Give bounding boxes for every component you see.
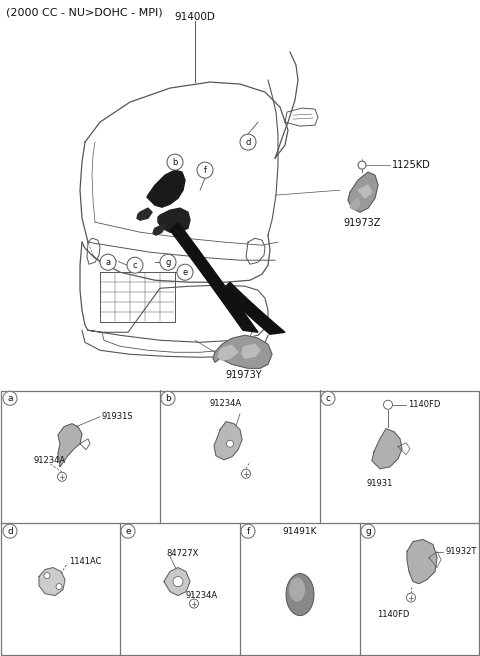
Polygon shape <box>372 429 402 469</box>
Circle shape <box>407 593 416 602</box>
Circle shape <box>361 524 375 538</box>
Polygon shape <box>58 424 82 466</box>
Text: c: c <box>325 394 331 403</box>
Circle shape <box>121 524 135 538</box>
Text: g: g <box>165 258 171 267</box>
Text: (2000 CC - NU>DOHC - MPI): (2000 CC - NU>DOHC - MPI) <box>6 7 163 17</box>
Polygon shape <box>222 282 285 335</box>
Text: d: d <box>245 138 251 147</box>
Polygon shape <box>158 208 190 232</box>
Circle shape <box>241 469 251 478</box>
Polygon shape <box>39 567 65 596</box>
Text: f: f <box>204 165 206 174</box>
Text: 91234A: 91234A <box>34 456 66 465</box>
Text: 1140FD: 1140FD <box>408 400 440 409</box>
Circle shape <box>177 264 193 280</box>
Circle shape <box>127 257 143 273</box>
Ellipse shape <box>289 577 305 602</box>
Polygon shape <box>137 208 152 220</box>
Text: e: e <box>182 268 188 277</box>
Text: 91234A: 91234A <box>210 400 242 408</box>
Text: c: c <box>132 260 137 270</box>
Polygon shape <box>213 335 272 368</box>
Polygon shape <box>242 344 260 358</box>
Text: 84727X: 84727X <box>166 549 198 558</box>
Polygon shape <box>214 422 242 460</box>
Circle shape <box>358 161 366 169</box>
Text: a: a <box>106 258 110 267</box>
Polygon shape <box>348 172 378 212</box>
Circle shape <box>197 162 213 178</box>
Text: b: b <box>172 157 178 167</box>
Text: 91931S: 91931S <box>102 412 133 421</box>
Polygon shape <box>407 540 437 584</box>
Circle shape <box>3 392 17 405</box>
Circle shape <box>160 255 176 270</box>
Circle shape <box>190 599 199 608</box>
Circle shape <box>3 524 17 538</box>
Polygon shape <box>218 345 238 360</box>
Text: 1140FD: 1140FD <box>377 609 409 619</box>
Circle shape <box>321 392 335 405</box>
Polygon shape <box>164 567 190 596</box>
Polygon shape <box>147 170 185 207</box>
Text: 91234A: 91234A <box>186 591 218 600</box>
Text: b: b <box>165 394 171 403</box>
Circle shape <box>161 392 175 405</box>
Polygon shape <box>358 185 372 198</box>
Text: 91400D: 91400D <box>175 12 216 22</box>
Text: 1141AC: 1141AC <box>69 557 101 566</box>
Circle shape <box>241 524 255 538</box>
Text: 91491K: 91491K <box>283 527 317 536</box>
Text: g: g <box>365 527 371 536</box>
Circle shape <box>173 577 183 586</box>
Text: f: f <box>246 527 250 536</box>
Text: d: d <box>7 527 13 536</box>
Circle shape <box>100 255 116 270</box>
Text: 91931: 91931 <box>367 479 393 488</box>
Text: a: a <box>7 394 13 403</box>
Polygon shape <box>350 198 360 210</box>
Polygon shape <box>170 222 258 333</box>
Circle shape <box>227 440 233 447</box>
Ellipse shape <box>286 573 314 615</box>
Circle shape <box>384 400 393 409</box>
Text: 91973Y: 91973Y <box>226 370 262 380</box>
Circle shape <box>167 154 183 170</box>
Text: e: e <box>125 527 131 536</box>
Circle shape <box>56 584 62 590</box>
Circle shape <box>240 134 256 150</box>
Text: 1125KD: 1125KD <box>392 160 431 170</box>
Circle shape <box>44 573 50 579</box>
Text: 91973Z: 91973Z <box>343 218 381 228</box>
Circle shape <box>58 472 67 482</box>
Text: 91932T: 91932T <box>445 547 476 556</box>
Polygon shape <box>153 225 165 236</box>
